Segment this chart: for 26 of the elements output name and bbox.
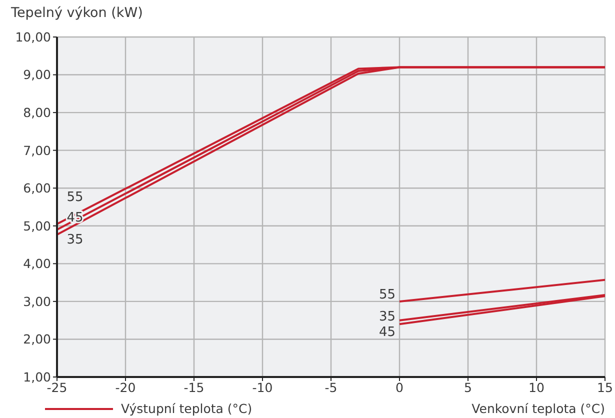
y-tick-label: 5,00 (23, 218, 52, 234)
x-axis-title: Venkovní teplota (°C) (472, 401, 605, 416)
y-axis-title: Tepelný výkon (kW) (10, 5, 143, 21)
x-tick-label: 0 (396, 380, 404, 395)
series-label: 55 (66, 190, 84, 204)
x-tick-label: 10 (528, 380, 544, 395)
x-tick-label: -20 (115, 380, 136, 395)
y-tick-label: 2,00 (23, 332, 52, 347)
y-tick-label: 3,00 (23, 294, 52, 309)
x-tick-label: -5 (324, 380, 338, 395)
x-tick-label: -10 (252, 380, 273, 395)
y-tick-label: 8,00 (23, 104, 52, 120)
x-tick-label: -15 (184, 380, 204, 395)
series-label: 35 (378, 308, 396, 324)
y-tick-label: 7,00 (23, 142, 52, 158)
x-tick-label: 15 (597, 380, 613, 395)
series-label: 35 (66, 232, 84, 248)
legend-title: Výstupní teplota (°C) (121, 401, 252, 416)
y-tick-label: 6,00 (23, 180, 52, 196)
series-label: 55 (378, 286, 396, 302)
y-tick-label: 1,00 (23, 369, 52, 384)
y-tick-label: 10,00 (15, 29, 52, 44)
x-tick-label: 5 (464, 380, 472, 395)
y-tick-label: 4,00 (23, 256, 52, 272)
series-label: 45 (378, 324, 396, 340)
y-tick-label: 9,00 (23, 67, 52, 82)
